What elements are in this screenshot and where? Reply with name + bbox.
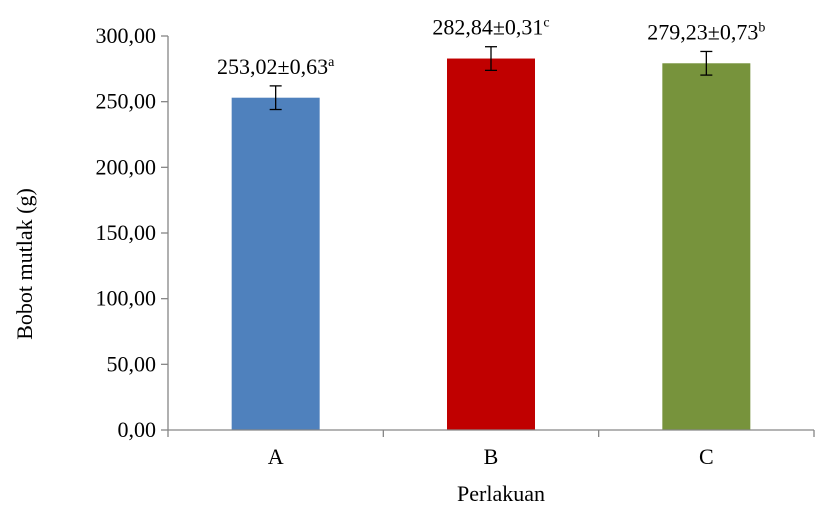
bar-c [662, 63, 751, 431]
y-tick-label: 0,00 [118, 417, 157, 442]
x-axis-ticks: A B C [167, 430, 815, 469]
bars [231, 58, 751, 431]
x-tick-label: C [699, 444, 714, 469]
x-tick-label: B [484, 444, 499, 469]
data-labels: 253,02±0,63a 282,84±0,31c 279,23±0,73b [217, 15, 765, 79]
y-tick-label: 100,00 [96, 286, 157, 311]
x-tick-label: A [268, 444, 284, 469]
y-tick-label: 250,00 [96, 89, 157, 114]
error-bar [485, 46, 497, 72]
error-bars [269, 46, 713, 111]
bar-b [447, 58, 535, 430]
data-label: 279,23±0,73b [647, 19, 765, 44]
y-tick-label: 150,00 [96, 220, 157, 245]
bar-a [231, 97, 320, 430]
y-tick-label: 50,00 [107, 351, 157, 376]
error-bar [700, 50, 713, 76]
x-axis-title: Perlakuan [457, 481, 545, 506]
y-tick-label: 200,00 [96, 154, 157, 179]
y-axis-title: Bobot mutlak (g) [12, 188, 37, 340]
data-label: 282,84±0,31c [432, 15, 549, 40]
error-bar [269, 85, 282, 111]
y-tick-label: 300,00 [96, 23, 157, 48]
y-axis-ticks: 0,00 50,00 100,00 150,00 200,00 250,00 300,00 [96, 23, 168, 442]
data-label: 253,02±0,63a [217, 54, 335, 79]
